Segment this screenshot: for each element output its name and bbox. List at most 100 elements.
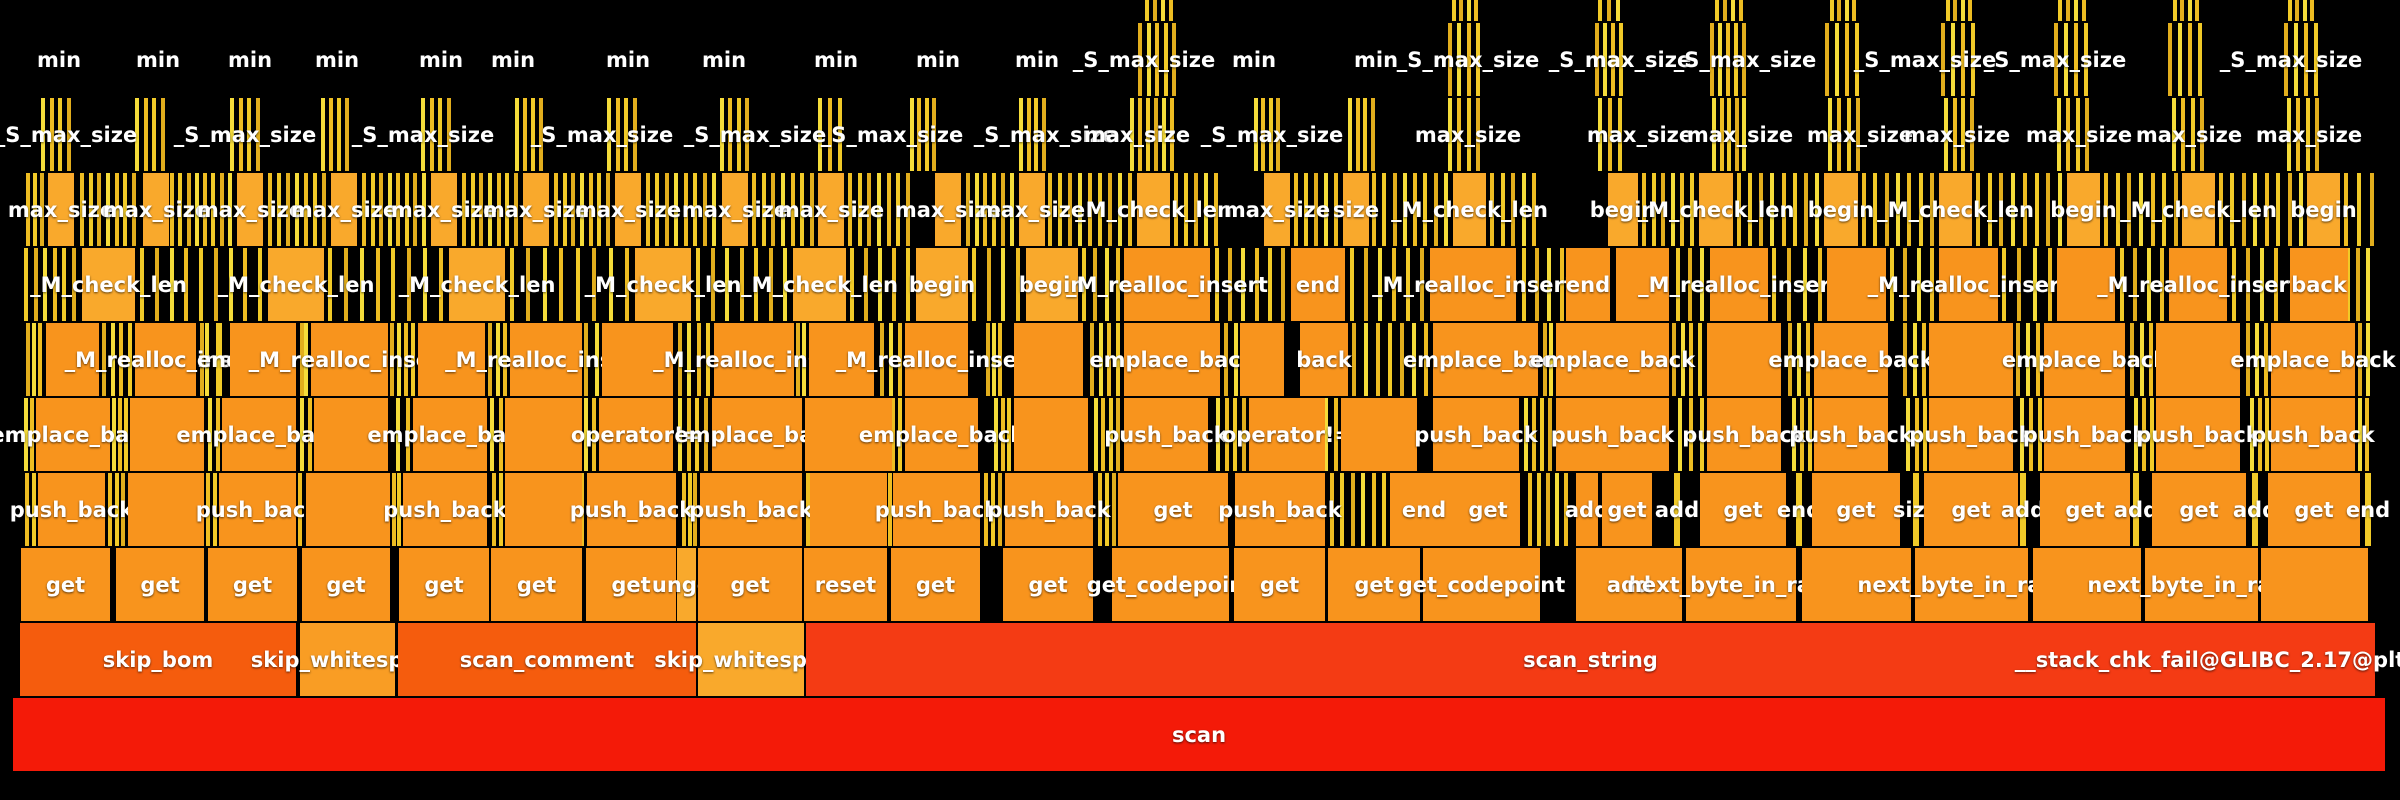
narrow-stack-frame[interactable] xyxy=(2188,0,2192,21)
narrow-stack-frame[interactable] xyxy=(838,98,842,171)
narrow-stack-frame[interactable] xyxy=(1739,0,1743,21)
narrow-stack-frame[interactable] xyxy=(2173,0,2177,21)
narrow-stack-frame[interactable] xyxy=(584,323,588,396)
stack-frame[interactable] xyxy=(1014,323,1083,396)
narrow-stack-frame[interactable] xyxy=(917,98,921,171)
stack-frame-end[interactable]: end xyxy=(197,323,241,396)
narrow-stack-frame[interactable] xyxy=(1225,398,1229,471)
narrow-stack-frame[interactable] xyxy=(423,248,427,321)
narrow-stack-frame[interactable] xyxy=(345,98,349,171)
narrow-stack-frame[interactable] xyxy=(2346,248,2350,321)
narrow-stack-frame[interactable] xyxy=(170,173,174,246)
stack-frame-_m_check_len[interactable]: _M_check_len xyxy=(218,248,374,321)
narrow-stack-frame[interactable] xyxy=(2246,248,2250,321)
narrow-stack-frame[interactable] xyxy=(1906,398,1910,471)
narrow-stack-frame[interactable] xyxy=(108,473,112,546)
stack-frame-emplace_back[interactable]: emplace_back xyxy=(2230,323,2396,396)
stack-frame-max_size[interactable]: max_size xyxy=(483,173,589,246)
narrow-stack-frame[interactable] xyxy=(2127,173,2131,246)
narrow-stack-frame[interactable] xyxy=(328,248,332,321)
stack-frame-reset[interactable]: reset xyxy=(804,548,887,621)
stack-frame-max_size[interactable]: max_size xyxy=(8,173,114,246)
narrow-stack-frame[interactable] xyxy=(1042,98,1046,171)
narrow-stack-frame[interactable] xyxy=(745,98,749,171)
narrow-stack-frame[interactable] xyxy=(769,248,773,321)
narrow-stack-frame[interactable] xyxy=(2246,323,2250,396)
stack-frame-get[interactable]: get xyxy=(21,548,110,621)
stack-frame-skip_bom[interactable]: skip_bom xyxy=(20,623,296,696)
narrow-stack-frame[interactable] xyxy=(1873,173,1877,246)
narrow-stack-frame[interactable] xyxy=(43,248,47,321)
stack-frame-get[interactable]: get xyxy=(2268,473,2360,546)
narrow-stack-frame[interactable] xyxy=(580,173,584,246)
stack-frame-push_back[interactable]: push_back xyxy=(1789,398,1913,471)
narrow-stack-frame[interactable] xyxy=(1082,248,1086,321)
stack-frame-_m_check_len[interactable]: _M_check_len xyxy=(30,248,187,321)
narrow-stack-frame[interactable] xyxy=(1837,0,1841,21)
narrow-stack-frame[interactable] xyxy=(2026,323,2030,396)
narrow-stack-frame[interactable] xyxy=(906,248,910,321)
narrow-stack-frame[interactable] xyxy=(864,248,868,321)
narrow-stack-frame[interactable] xyxy=(1093,248,1097,321)
narrow-stack-frame[interactable] xyxy=(2314,23,2318,96)
narrow-stack-frame[interactable] xyxy=(1356,98,1360,171)
narrow-stack-frame[interactable] xyxy=(1423,173,1427,246)
narrow-stack-frame[interactable] xyxy=(277,173,281,246)
narrow-stack-frame[interactable] xyxy=(1194,173,1198,246)
stack-frame-_m_check_len[interactable]: _M_check_len xyxy=(741,248,898,321)
narrow-stack-frame[interactable] xyxy=(994,398,998,471)
narrow-stack-frame[interactable] xyxy=(616,98,620,171)
narrow-stack-frame[interactable] xyxy=(720,98,724,171)
narrow-stack-frame[interactable] xyxy=(1164,23,1168,96)
narrow-stack-frame[interactable] xyxy=(1324,398,1328,471)
narrow-stack-frame[interactable] xyxy=(515,98,519,171)
narrow-stack-frame[interactable] xyxy=(880,323,884,396)
stack-frame[interactable] xyxy=(1240,323,1284,396)
stack-frame-unget[interactable]: unget xyxy=(652,548,721,621)
narrow-stack-frame[interactable] xyxy=(1204,173,1208,246)
stack-frame-push_back[interactable]: push_back xyxy=(689,473,813,546)
narrow-stack-frame[interactable] xyxy=(925,98,929,171)
stack-frame-max_size[interactable]: max_size xyxy=(778,173,884,246)
narrow-stack-frame[interactable] xyxy=(1700,248,1704,321)
narrow-stack-frame[interactable] xyxy=(1058,173,1062,246)
narrow-stack-frame[interactable] xyxy=(1787,248,1791,321)
narrow-stack-frame[interactable] xyxy=(633,98,637,171)
narrow-stack-frame[interactable] xyxy=(1007,398,1011,471)
stack-frame-max_size[interactable]: max_size xyxy=(391,173,497,246)
narrow-stack-frame[interactable] xyxy=(781,173,785,246)
narrow-stack-frame[interactable] xyxy=(214,248,218,321)
narrow-stack-frame[interactable] xyxy=(329,98,333,171)
stack-frame-get[interactable]: get xyxy=(302,548,390,621)
narrow-stack-frame[interactable] xyxy=(1034,98,1038,171)
stack-frame-emplace_back[interactable]: emplace_back xyxy=(0,398,156,471)
narrow-stack-frame[interactable] xyxy=(2299,173,2303,246)
narrow-stack-frame[interactable] xyxy=(112,398,116,471)
narrow-stack-frame[interactable] xyxy=(1676,248,1680,321)
narrow-stack-frame[interactable] xyxy=(1107,323,1111,396)
narrow-stack-frame[interactable] xyxy=(362,173,366,246)
stack-frame-push_back[interactable]: push_back xyxy=(1682,398,1806,471)
stack-frame-get[interactable]: get xyxy=(1118,473,1228,546)
narrow-stack-frame[interactable] xyxy=(559,248,563,321)
narrow-stack-frame[interactable] xyxy=(806,473,810,546)
narrow-stack-frame[interactable] xyxy=(523,98,527,171)
narrow-stack-frame[interactable] xyxy=(858,173,862,246)
narrow-stack-frame[interactable] xyxy=(1797,323,1801,396)
narrow-stack-frame[interactable] xyxy=(891,398,895,471)
narrow-stack-frame[interactable] xyxy=(878,248,882,321)
narrow-stack-frame[interactable] xyxy=(888,473,892,546)
narrow-stack-frame[interactable] xyxy=(998,323,1002,396)
narrow-stack-frame[interactable] xyxy=(2250,398,2254,471)
narrow-stack-frame[interactable] xyxy=(2066,98,2070,171)
narrow-stack-frame[interactable] xyxy=(783,248,787,321)
narrow-stack-frame[interactable] xyxy=(1216,398,1220,471)
narrow-stack-frame[interactable] xyxy=(2076,98,2080,171)
narrow-stack-frame[interactable] xyxy=(195,173,199,246)
narrow-stack-frame[interactable] xyxy=(2054,23,2058,96)
narrow-stack-frame[interactable] xyxy=(1393,173,1397,246)
narrow-stack-frame[interactable] xyxy=(102,323,106,396)
narrow-stack-frame[interactable] xyxy=(1105,248,1109,321)
narrow-stack-frame[interactable] xyxy=(589,173,593,246)
narrow-stack-frame[interactable] xyxy=(2200,98,2204,171)
